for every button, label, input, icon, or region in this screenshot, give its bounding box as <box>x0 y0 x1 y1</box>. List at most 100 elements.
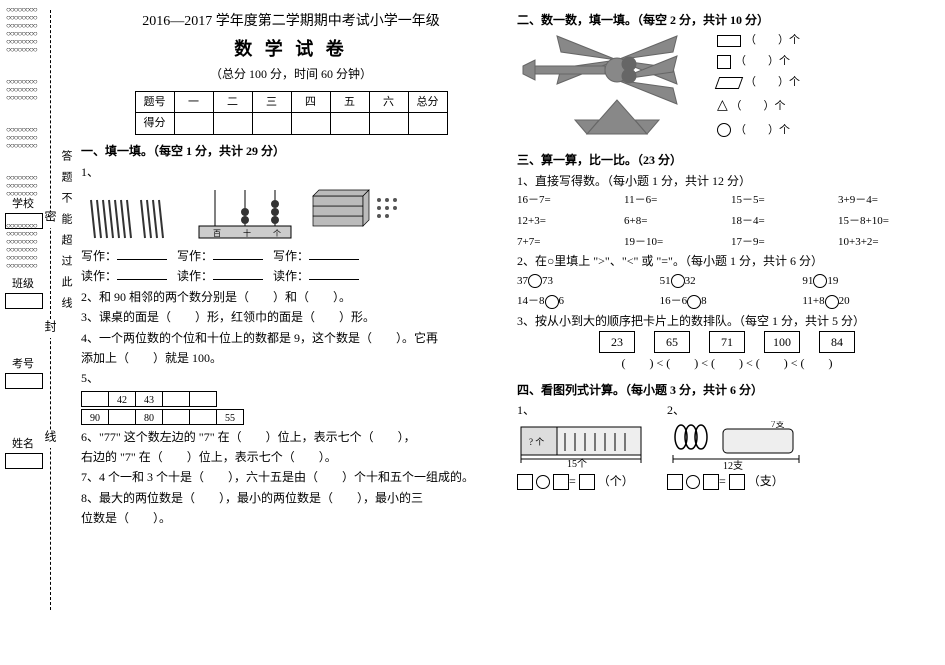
read-blank-3[interactable] <box>309 267 359 280</box>
eq1-op[interactable] <box>536 475 550 489</box>
cmp-0: 3773 <box>517 272 652 291</box>
calc-4: 12+3= <box>517 212 616 231</box>
eq1-a[interactable] <box>517 474 533 490</box>
cmp-circ-2[interactable] <box>813 274 827 288</box>
q5-label: 5、 <box>81 371 99 385</box>
write-label-3: 写作： <box>273 249 309 263</box>
shape-row-4: （ ）个 <box>735 124 790 136</box>
exam-subtitle: （总分 100 分，时间 60 分钟） <box>81 64 501 84</box>
seq1-4[interactable] <box>189 391 217 407</box>
card-4: 84 <box>819 331 855 353</box>
abacus-label-2: 个 <box>273 229 281 238</box>
sec4-q1: 1、 ? 个 15个 = （个 <box>517 400 647 491</box>
sort-line: ( ) < ( ) < ( ) < ( ) < ( ) <box>517 353 937 373</box>
sec3-p3-title: 3、按从小到大的顺序把卡片上的数排队。（每空 1 分，共计 5 分） <box>517 311 937 331</box>
cmp-circ-1[interactable] <box>671 274 685 288</box>
cmp-circ-3[interactable] <box>545 295 559 309</box>
abacus-label-1: 十 <box>243 228 251 238</box>
seq2-5: 55 <box>216 409 244 425</box>
read-label-1: 读作： <box>81 269 117 283</box>
card-1: 65 <box>654 331 690 353</box>
abacus-label-0: 百 <box>213 229 221 238</box>
card-0: 23 <box>599 331 635 353</box>
seal-warning: 答题不能超过此线 <box>58 150 74 318</box>
field-name-box[interactable] <box>5 453 43 469</box>
cmp-1: 5132 <box>660 272 795 291</box>
calc-grid: 16－7= 11－6= 15－5= 3+9－4= 12+3= 6+8= 18－4… <box>517 191 937 251</box>
write-blank-3[interactable] <box>309 247 359 260</box>
field-school: 学校 <box>5 195 41 232</box>
q3-text: 3、课桌的面是（ ）形，红领巾的面是（ ）形。 <box>81 307 501 327</box>
write-blank-1[interactable] <box>117 247 167 260</box>
score-th-1: 一 <box>174 91 213 113</box>
section-3-title: 三、算一算，比一比。（23 分） <box>517 150 937 170</box>
dragonfly-figure <box>517 30 717 150</box>
cmp-circ-4[interactable] <box>687 295 701 309</box>
field-examno: 考号 <box>5 355 41 392</box>
left-column: 2016—2017 学年度第二学期期中考试小学一年级 数 学 试 卷 （总分 1… <box>73 0 509 655</box>
seal-dash-line <box>50 10 51 610</box>
write-blank-2[interactable] <box>213 247 263 260</box>
section-2-title: 二、数一数，填一填。（每空 2 分，共计 10 分） <box>517 10 937 30</box>
calc-6: 18－4= <box>731 212 830 231</box>
score-th-0: 题号 <box>135 91 174 113</box>
sequence-row-2: 90 80 55 <box>81 409 501 425</box>
shape-row-0: （ ）个 <box>745 34 800 46</box>
read-blank-1[interactable] <box>117 267 167 280</box>
q4b-text: 添加上（ ）就是 100。 <box>81 348 501 368</box>
svg-text:15个: 15个 <box>567 458 587 470</box>
calc-8: 7+7= <box>517 233 616 252</box>
section-4-title: 四、看图列式计算。（每小题 3 分，共计 6 分） <box>517 380 937 400</box>
score-th-6: 六 <box>369 91 408 113</box>
cmp-4: 16－68 <box>660 292 795 311</box>
calc-9: 19－10= <box>624 233 723 252</box>
binding-gutter: ○○○○○○○○○○○○○○○○○○○○○○○○○○○○○○○○○○○○○○○○… <box>0 0 73 665</box>
score-cell-4[interactable] <box>291 113 330 135</box>
field-school-box[interactable] <box>5 213 43 229</box>
score-cell-6[interactable] <box>369 113 408 135</box>
seq1-3[interactable] <box>162 391 190 407</box>
abacus-figure: 百 十 个 <box>195 186 295 242</box>
score-cell-2[interactable] <box>213 113 252 135</box>
exam-title: 数 学 试 卷 <box>81 34 501 65</box>
sec4-q2-label: 2、 <box>667 403 685 417</box>
cmp-circ-0[interactable] <box>528 274 542 288</box>
score-cell-5[interactable] <box>330 113 369 135</box>
square-icon <box>717 55 731 69</box>
seq1-1: 42 <box>108 391 136 407</box>
eq1-unit: （个） <box>598 474 634 488</box>
sec4-q1-label: 1、 <box>517 403 535 417</box>
score-cell-1[interactable] <box>174 113 213 135</box>
read-blank-2[interactable] <box>213 267 263 280</box>
compare-grid: 3773 5132 9119 14－86 16－68 11+820 <box>517 272 937 311</box>
seq2-2: 80 <box>135 409 163 425</box>
score-row-label: 得分 <box>135 113 174 135</box>
sec4-q2: 2、 7支 12支 = <box>667 400 807 491</box>
eq2-c[interactable] <box>729 474 745 490</box>
eq1-b[interactable] <box>553 474 569 490</box>
field-class-box[interactable] <box>5 293 43 309</box>
eq2-unit: （支） <box>748 474 784 488</box>
q6b-text: 右边的 "7" 在（ ）位上，表示七个（ ）。 <box>81 447 501 467</box>
seq2-3[interactable] <box>162 409 190 425</box>
eq-row-1: = （个） <box>517 471 647 491</box>
seq2-1[interactable] <box>108 409 136 425</box>
eq2-b[interactable] <box>703 474 719 490</box>
field-examno-box[interactable] <box>5 373 43 389</box>
svg-text:? 个: ? 个 <box>529 437 544 447</box>
q7-text: 7、4 个一和 3 个十是（ ），六十五是由（ ）个十和五个一组成的。 <box>81 467 501 487</box>
seq1-0[interactable] <box>81 391 109 407</box>
score-cell-7[interactable] <box>408 113 447 135</box>
eq2-op[interactable] <box>686 475 700 489</box>
seal-char-3: 线 <box>42 430 59 448</box>
exam-header-line1: 2016—2017 学年度第二学期期中考试小学一年级 <box>81 10 501 34</box>
seq2-4[interactable] <box>189 409 217 425</box>
q6a-text: 6、"77" 这个数左边的 "7" 在（ ）位上，表示七个（ ）， <box>81 427 501 447</box>
cmp-circ-5[interactable] <box>825 295 839 309</box>
card-2: 71 <box>709 331 745 353</box>
cubes-figure <box>309 186 409 242</box>
eq2-a[interactable] <box>667 474 683 490</box>
eq1-c[interactable] <box>579 474 595 490</box>
score-cell-3[interactable] <box>252 113 291 135</box>
calc-0: 16－7= <box>517 191 616 210</box>
